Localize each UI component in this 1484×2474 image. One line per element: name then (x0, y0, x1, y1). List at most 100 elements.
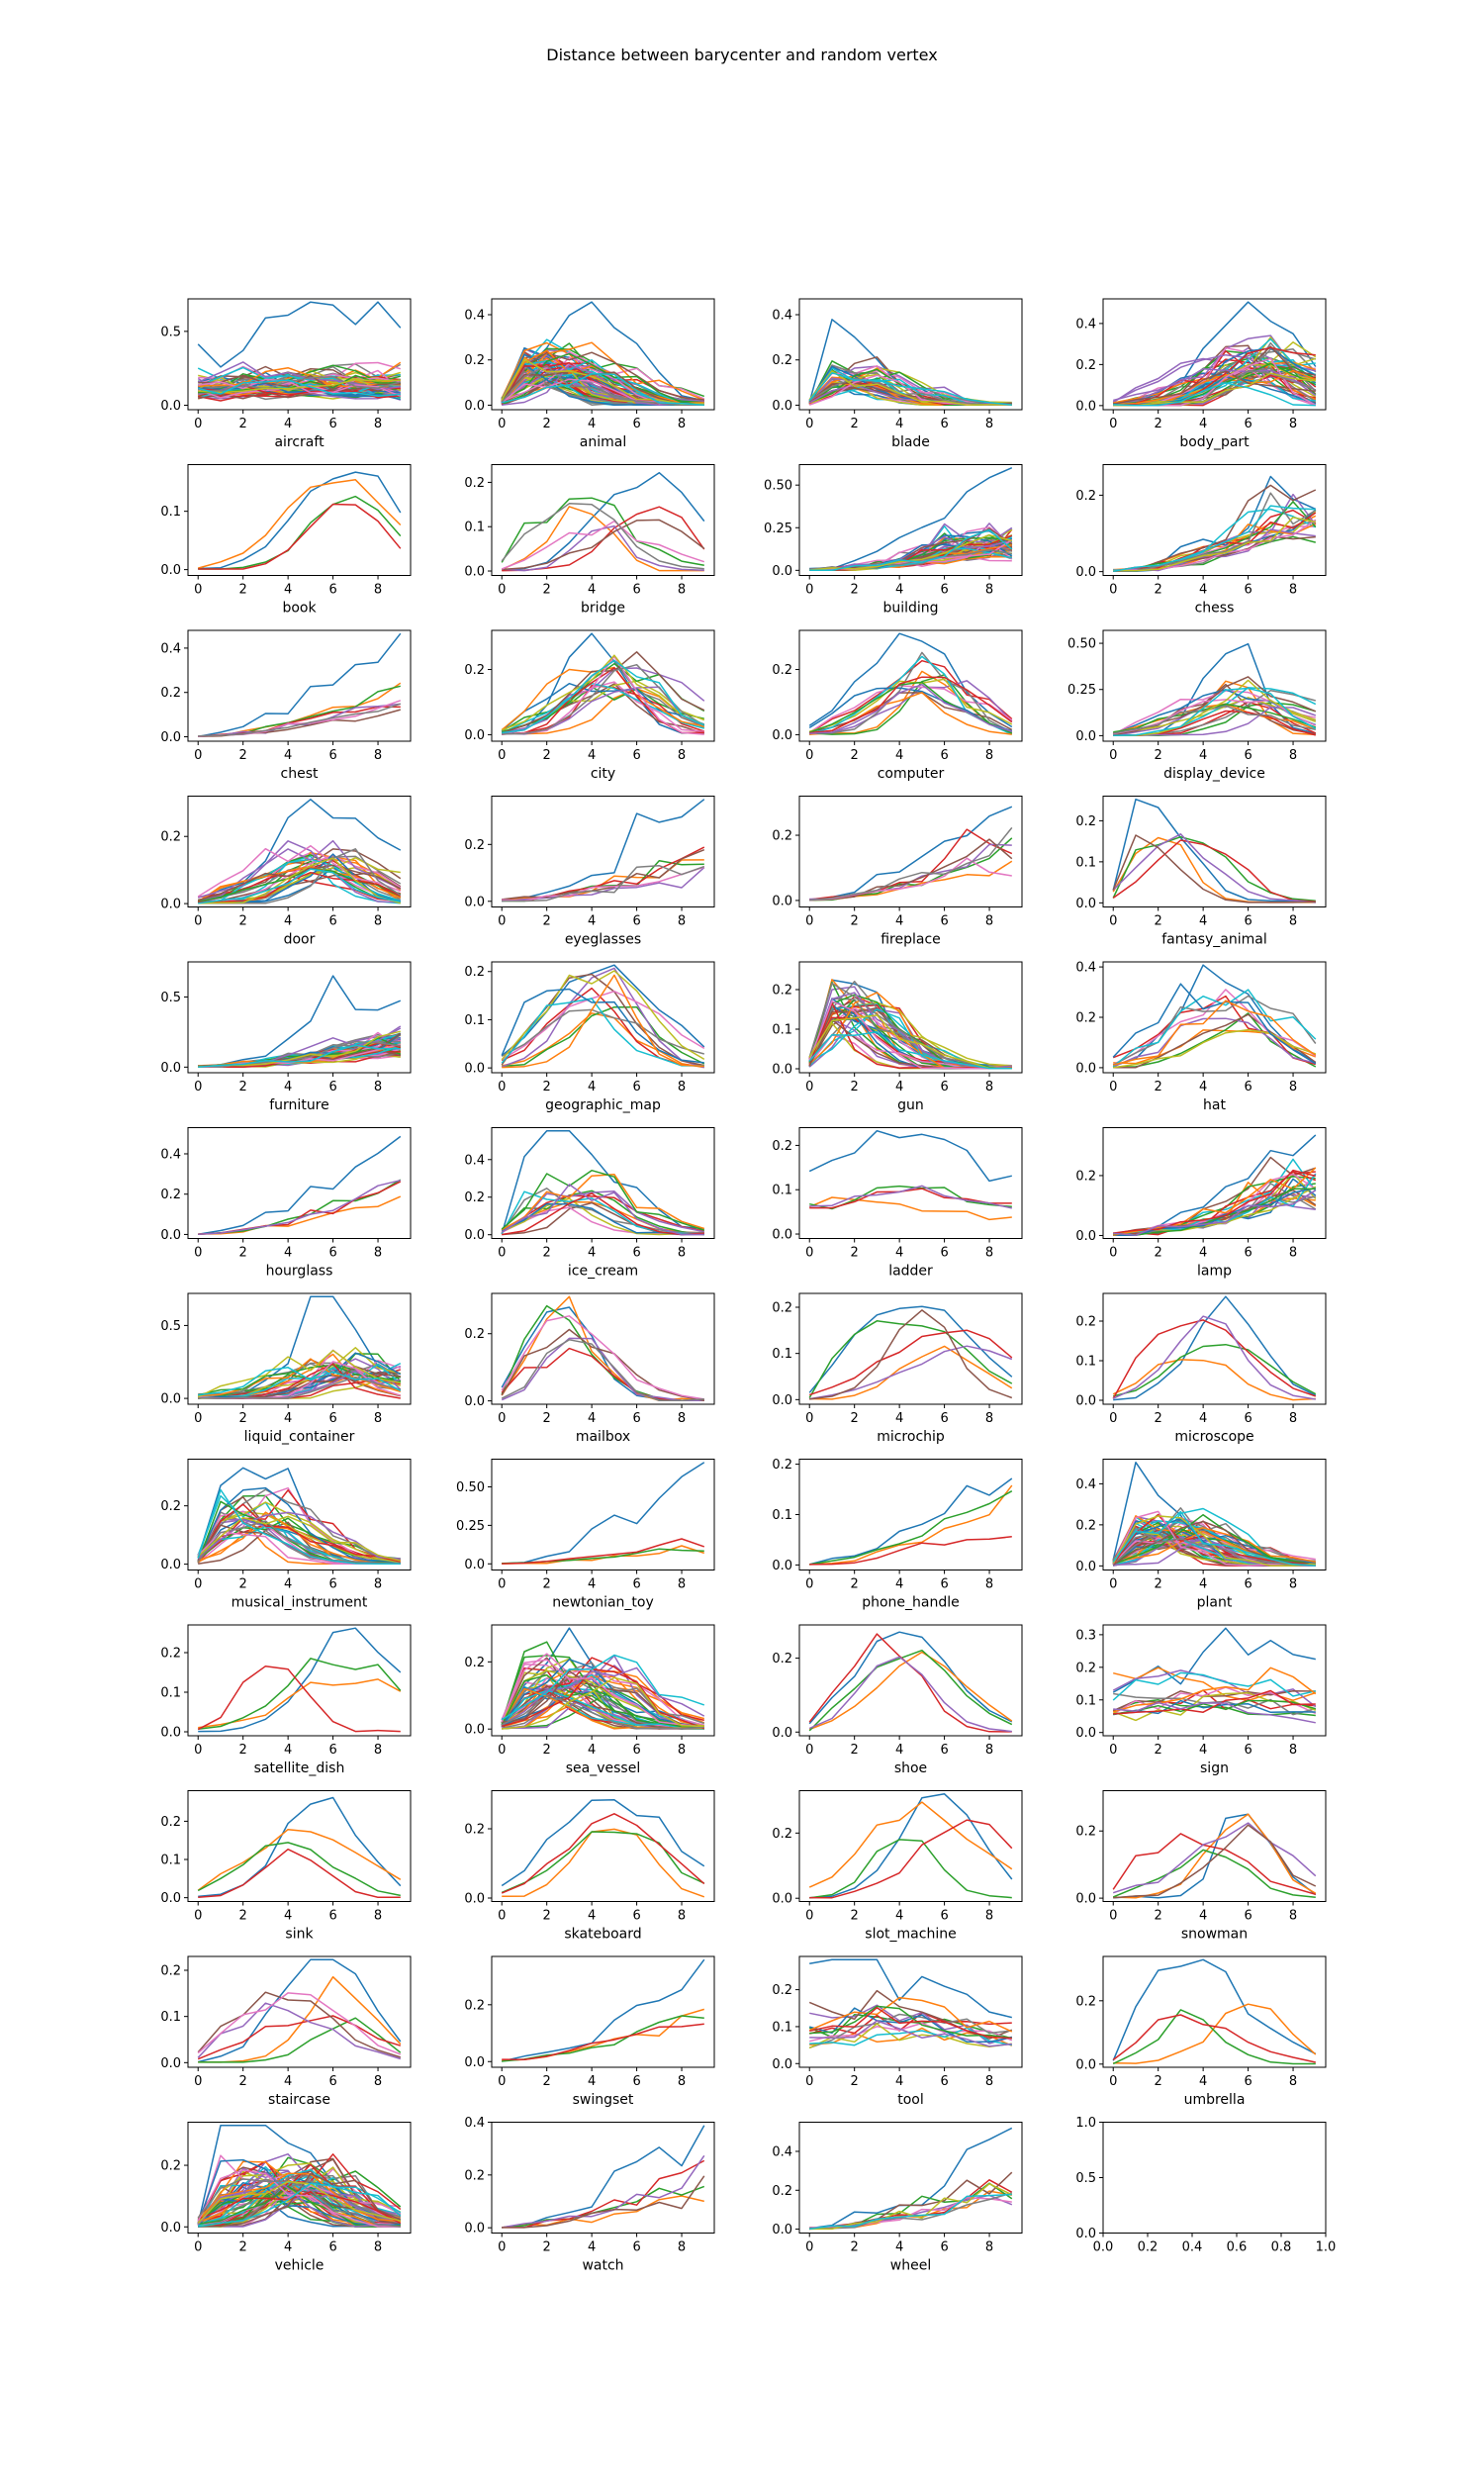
subplot-lamp: 0 2 4 6 8 0.0 0.2 lamp (1075, 1127, 1327, 1280)
y-tick-label: 0.0 (160, 1392, 181, 1407)
y-tick-label: 0.2 (160, 686, 181, 701)
y-tick-label: 0.2 (160, 1188, 181, 1202)
series-line (502, 2008, 705, 2061)
y-tick-label: 0.0 (160, 1228, 181, 1243)
series-line (501, 358, 704, 405)
axes-frame (798, 961, 1023, 1074)
series-line (502, 1958, 705, 2062)
series-line (808, 1014, 1012, 1070)
series-line (809, 1484, 1013, 1566)
y-tick-label: 0.0 (1075, 399, 1096, 414)
x-tick-label: 0 (194, 417, 202, 431)
series-line (502, 519, 705, 571)
axes-frame (491, 629, 715, 742)
y-tick-label: 0.0 (772, 2223, 792, 2237)
series-group (197, 2124, 402, 2228)
series-line (501, 365, 704, 406)
series-line (808, 1305, 1013, 1393)
x-tick-label: 2 (543, 1411, 551, 1426)
y-tick-label: 0.25 (456, 1519, 485, 1534)
x-tick-label: 8 (1289, 2074, 1297, 2089)
series-line (197, 373, 401, 391)
y-tick-label: 0.2 (464, 353, 485, 368)
series-line (501, 1689, 704, 1730)
y-tick-label: 0.5 (160, 325, 181, 339)
series-line (1113, 372, 1316, 407)
y-tick-label: 0.1 (1075, 855, 1096, 870)
series-line (501, 1008, 704, 1057)
series-line (197, 1515, 401, 1562)
axes-frame (798, 1292, 1023, 1405)
series-group (1112, 798, 1316, 904)
x-tick-label: 6 (1244, 417, 1252, 431)
y-tick-label: 0.2 (1075, 1518, 1096, 1533)
x-tick-label: 4 (284, 2240, 292, 2255)
series-line (808, 1631, 1013, 1725)
x-tick-label: 6 (940, 417, 948, 431)
x-tick-label: 4 (1199, 583, 1207, 598)
axes-frame (798, 2122, 1023, 2234)
series-line (808, 364, 1012, 406)
series-line (808, 1651, 1013, 1731)
x-tick-label: 4 (1199, 1411, 1207, 1426)
x-tick-label: 4 (284, 1246, 292, 1261)
subplot-phone_handle: 0 2 4 6 8 0.0 0.1 0.2 phone_handle (772, 1458, 1023, 1611)
x-tick-label: 6 (328, 2074, 336, 2089)
series-line (1113, 1295, 1317, 1401)
x-axis-label: bridge (581, 601, 625, 617)
series-group (1112, 1813, 1317, 1899)
subplot-staircase: 0 2 4 6 8 0.0 0.1 0.2 staircase (160, 1955, 412, 2108)
y-tick-label: 0.2 (1075, 1169, 1096, 1184)
x-tick-label: 8 (374, 914, 382, 929)
series-line (1113, 1343, 1317, 1397)
y-tick-label: 0.0 (772, 728, 792, 743)
y-tick-label: 0.0 (1075, 1560, 1096, 1574)
axes-frame (798, 1790, 1023, 1902)
series-line (197, 2015, 402, 2060)
y-tick-label: 0.2 (1075, 1661, 1096, 1675)
y-tick-label: 0.2 (160, 1647, 181, 1662)
x-tick-label: 8 (985, 1411, 993, 1426)
x-tick-label: 4 (284, 583, 292, 598)
subplot-computer: 0 2 4 6 8 0.0 0.2 computer (772, 629, 1023, 782)
x-tick-label: 4 (588, 2240, 596, 2255)
subplot-microchip: 0 2 4 6 8 0.0 0.1 0.2 microchip (772, 1292, 1023, 1445)
x-tick-label: 6 (328, 1743, 336, 1758)
x-tick-label: 4 (284, 1909, 292, 1924)
series-line (809, 2183, 1013, 2231)
x-tick-label: 8 (985, 2074, 993, 2089)
series-line (809, 837, 1013, 902)
x-tick-label: 0 (1109, 748, 1117, 763)
x-tick-label: 0 (194, 748, 202, 763)
y-tick-label: 0.0 (772, 2057, 792, 2072)
axes-frame (187, 1127, 412, 1239)
series-line (809, 528, 1013, 571)
x-tick-label: 8 (678, 914, 686, 929)
y-tick-label: 0.2 (160, 1964, 181, 1979)
y-tick-label: 0.2 (464, 1656, 485, 1670)
x-tick-label: 6 (1244, 914, 1252, 929)
series-line (197, 1991, 402, 2058)
series-line (198, 378, 401, 394)
series-line (198, 2017, 402, 2063)
x-tick-label: 2 (1155, 1577, 1162, 1592)
subplot-microscope: 0 2 4 6 8 0.0 0.1 0.2 microscope (1075, 1292, 1327, 1445)
x-tick-label: 8 (678, 583, 686, 598)
series-line (502, 372, 704, 406)
x-tick-label: 0 (194, 1411, 202, 1426)
subplot-sink: 0 2 4 6 8 0.0 0.1 0.2 sink (160, 1790, 412, 1943)
subplot-fantasy_animal: 0 2 4 6 8 0.0 0.1 0.2 fantasy_animal (1075, 796, 1327, 948)
series-line (1112, 1822, 1317, 1894)
x-tick-label: 2 (1155, 583, 1162, 598)
series-group (197, 799, 402, 904)
series-line (197, 2002, 402, 2060)
series-line (501, 682, 705, 732)
series-group (501, 964, 705, 1069)
y-tick-label: 0.2 (772, 1652, 792, 1666)
x-tick-label: 2 (239, 1246, 247, 1261)
x-tick-label: 6 (940, 1080, 948, 1094)
x-tick-label: 2 (1155, 1411, 1162, 1426)
x-tick-label: 8 (985, 1909, 993, 1924)
x-tick-label: 4 (1199, 1577, 1207, 1592)
series-line (198, 1358, 402, 1397)
